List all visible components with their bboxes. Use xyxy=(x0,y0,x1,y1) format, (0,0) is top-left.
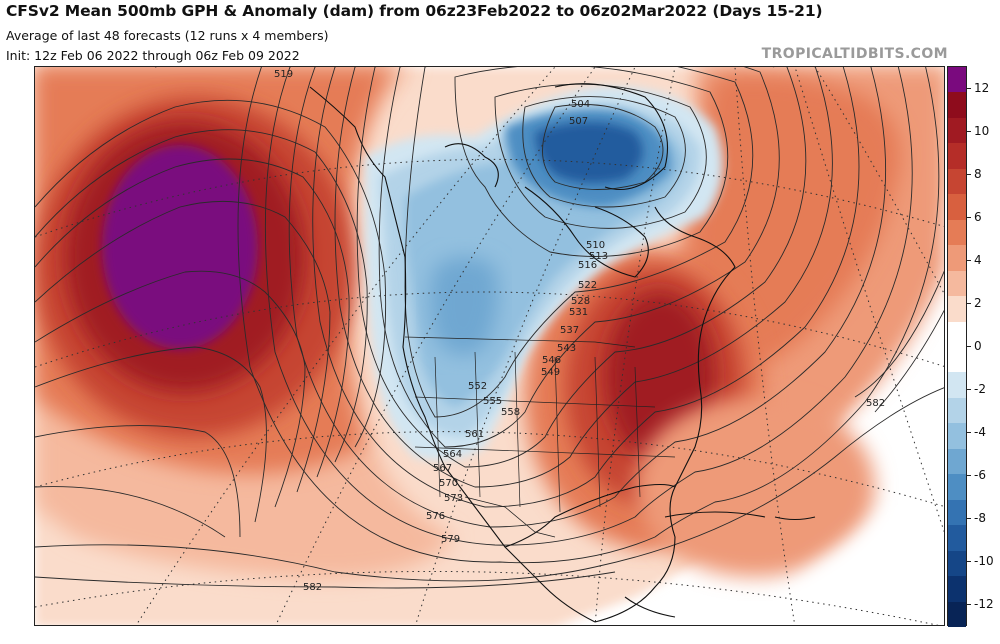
contour-label: 564 xyxy=(443,449,462,460)
contour-label: 543 xyxy=(557,343,576,354)
colorbar-swatch xyxy=(948,296,966,323)
contour-label: 567 xyxy=(433,463,452,474)
colorbar-swatch xyxy=(948,270,966,297)
colorbar-tick-label: -12 xyxy=(974,597,994,612)
colorbar-tick-label: 0 xyxy=(974,339,982,353)
contour-label: 555 xyxy=(483,396,502,407)
anomaly-map: 504 507 510 513 516 519 522 528 531 537 … xyxy=(34,66,945,626)
colorbar-tick-mark xyxy=(967,475,971,477)
contour-label: 582 xyxy=(866,398,885,409)
contour-label: 516 xyxy=(578,260,597,271)
colorbar-tick-mark xyxy=(967,389,971,391)
colorbar-tick-label: 10 xyxy=(974,123,990,138)
political-borders xyxy=(404,336,676,538)
chart-subtitle-averaging: Average of last 48 forecasts (12 runs x … xyxy=(6,28,329,43)
colorbar-swatch xyxy=(948,117,966,144)
graticule xyxy=(35,67,944,625)
contour-label: 558 xyxy=(501,407,520,418)
colorbar-tick-mark xyxy=(967,216,971,218)
colorbar-tick-label: -2 xyxy=(974,382,986,397)
coastlines xyxy=(309,83,816,623)
colorbar-swatch xyxy=(948,601,966,628)
contour-label: 507 xyxy=(569,116,588,127)
contour-label: 510 xyxy=(586,240,605,251)
colorbar-tick-mark xyxy=(967,604,971,606)
colorbar-swatch xyxy=(948,423,966,450)
colorbar-swatch xyxy=(948,194,966,221)
contour-label: 528 xyxy=(571,296,590,307)
colorbar-tick-label: -6 xyxy=(974,468,986,483)
contour-label: 561 xyxy=(465,429,484,440)
contour-label: 513 xyxy=(589,251,608,262)
colorbar-swatch xyxy=(948,245,966,272)
chart-title: CFSv2 Mean 500mb GPH & Anomaly (dam) fro… xyxy=(6,2,823,20)
contour-label: 573 xyxy=(444,493,463,504)
colorbar-swatch xyxy=(948,474,966,501)
colorbar-swatch xyxy=(948,448,966,475)
contour-label: 552 xyxy=(468,381,487,392)
colorbar-tick-label: 8 xyxy=(974,166,982,181)
colorbar-swatch xyxy=(948,219,966,246)
colorbar-tick-label: 4 xyxy=(974,252,982,267)
colorbar-tick-mark xyxy=(967,130,971,132)
colorbar-swatch xyxy=(948,372,966,399)
colorbar-tick-mark xyxy=(967,432,971,434)
colorbar-tick-mark xyxy=(967,173,971,175)
colorbar-tick-mark xyxy=(967,518,971,520)
contour-label: 531 xyxy=(569,307,588,318)
source-credit: TROPICALTIDBITS.COM xyxy=(761,46,948,62)
colorbar-tick-label: -4 xyxy=(974,425,986,440)
colorbar-swatch xyxy=(948,499,966,526)
contour-label: 546 xyxy=(542,355,561,366)
colorbar-tick-mark xyxy=(967,561,971,563)
colorbar-tick-mark xyxy=(967,346,971,347)
colorbar-tick-label: 12 xyxy=(974,80,990,95)
height-contours xyxy=(35,67,944,589)
colorbar-swatch xyxy=(948,168,966,195)
contour-label: 549 xyxy=(541,367,560,378)
contour-label: 522 xyxy=(578,280,597,291)
chart-subtitle-init: Init: 12z Feb 06 2022 through 06z Feb 09… xyxy=(6,48,300,63)
colorbar-tick-mark xyxy=(967,87,971,89)
contour-label: 537 xyxy=(560,325,579,336)
colorbar-tick-label: 6 xyxy=(974,209,982,224)
colorbar-swatch xyxy=(948,397,966,424)
colorbar-swatch xyxy=(948,576,966,603)
colorbar-swatch xyxy=(948,321,966,348)
anomaly-shading xyxy=(35,67,944,625)
contour-label: 579 xyxy=(441,534,460,545)
colorbar-tick-label: -8 xyxy=(974,511,986,526)
contour-label: 519 xyxy=(274,69,293,80)
colorbar-swatch xyxy=(948,525,966,552)
contour-label: 582 xyxy=(303,582,322,593)
colorbar-swatch xyxy=(948,67,966,93)
anomaly-colorbar xyxy=(947,66,967,628)
colorbar-swatch xyxy=(948,143,966,170)
contour-label: 504 xyxy=(571,99,590,110)
contour-label: 570 xyxy=(439,478,458,489)
colorbar-tick-label: -10 xyxy=(974,554,994,569)
map-canvas: 504 507 510 513 516 519 522 528 531 537 … xyxy=(35,67,944,625)
colorbar-tick-mark xyxy=(967,302,971,304)
contour-labels: 504 507 510 513 516 519 522 528 531 537 … xyxy=(274,69,885,593)
colorbar-tick-label: 2 xyxy=(974,295,982,310)
colorbar-swatch xyxy=(948,347,966,373)
colorbar-swatch xyxy=(948,92,966,119)
colorbar-swatch xyxy=(948,550,966,577)
contour-label: 576 xyxy=(426,511,445,522)
colorbar-tick-mark xyxy=(967,259,971,261)
